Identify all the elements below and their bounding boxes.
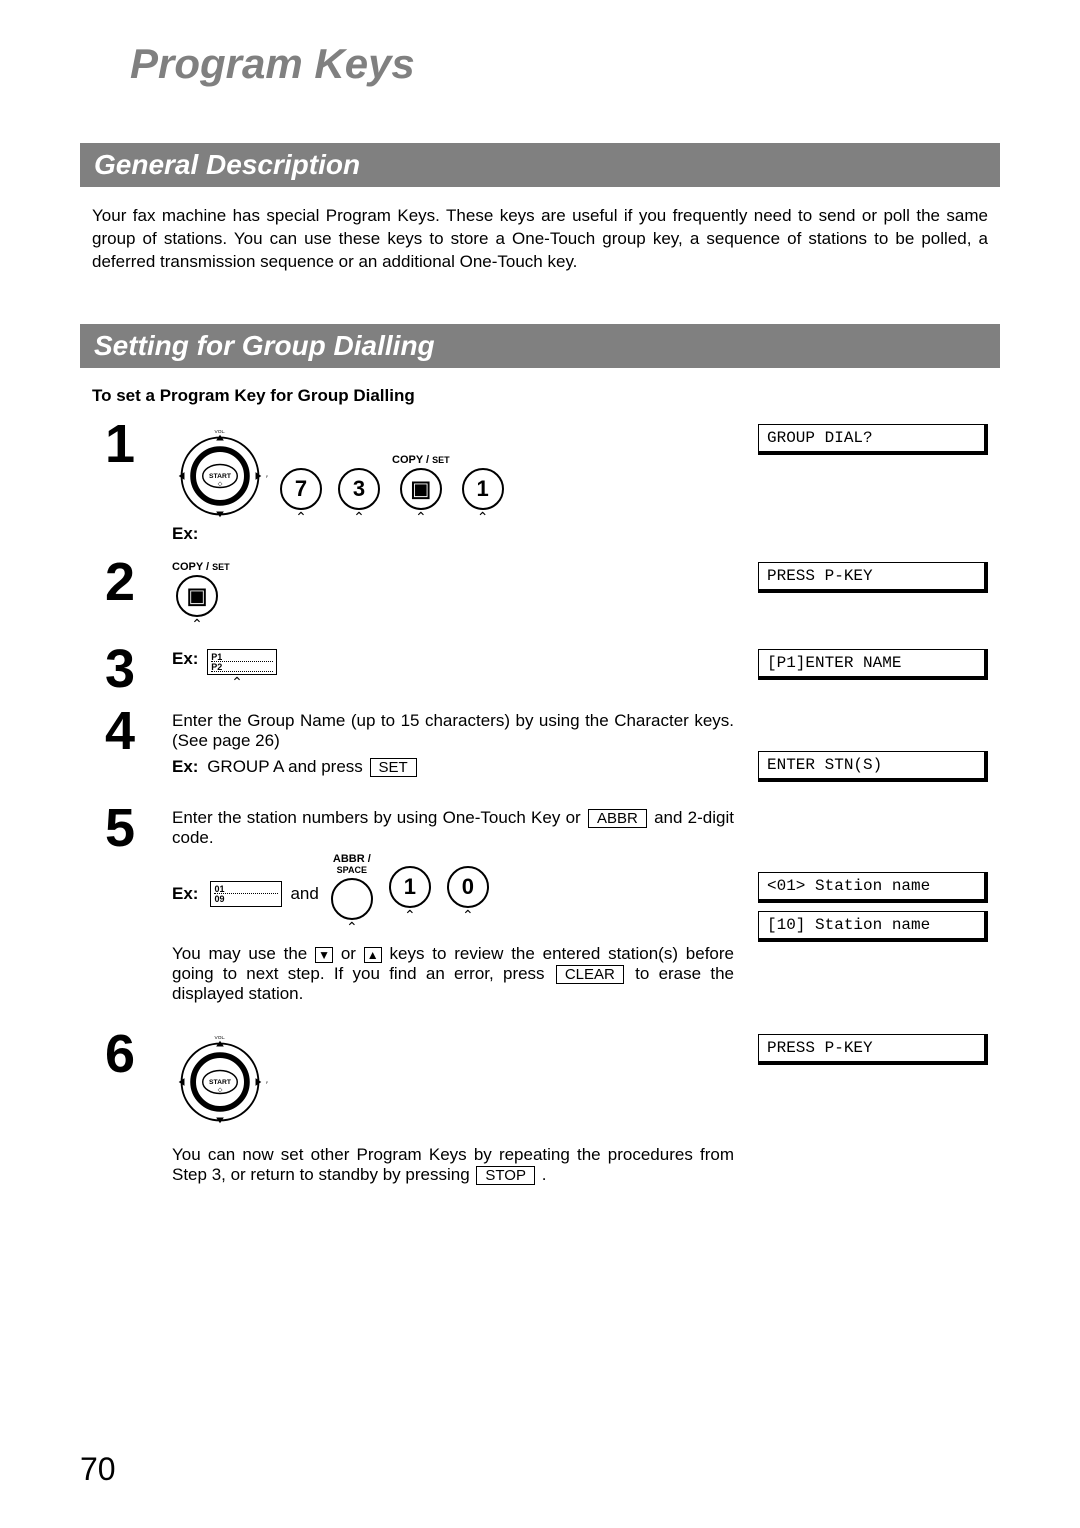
set-label: SET — [212, 562, 230, 572]
lcd-display-4: ENTER STN(S) — [758, 751, 988, 782]
key-1-group: 1 ⌃ — [385, 866, 435, 922]
abbr-box-label: ABBR — [588, 809, 647, 828]
svg-text:START: START — [209, 473, 232, 480]
step-3-number: 3 — [92, 645, 148, 694]
copy-set-key: ▣ — [176, 575, 218, 617]
key-0: 0 — [447, 866, 489, 908]
svg-text:VOL.: VOL. — [215, 1035, 226, 1041]
step-4-text1: Enter the Group Name (up to 15 character… — [172, 711, 734, 751]
press-icon: ⌃ — [477, 510, 489, 524]
copyset-key-group: COPY / SET ▣ ⌃ — [392, 455, 450, 524]
press-icon: ⌃ — [404, 908, 416, 922]
step-2: 2 COPY / SET ▣ ⌃ PRESS P-KEY — [92, 558, 988, 631]
p1-row: P1 — [211, 652, 273, 662]
lcd-display-5a: <01> Station name — [758, 872, 988, 903]
step-4-number: 4 — [92, 707, 148, 756]
svg-text:FUNCTION: FUNCTION — [266, 1081, 268, 1085]
lcd-display-1: GROUP DIAL? — [758, 424, 988, 455]
abbr-key — [331, 878, 373, 920]
section-group-dial-header: Setting for Group Dialling — [80, 324, 1000, 368]
step-5-text2a: You may use the — [172, 944, 315, 963]
copyset-key-group-2: ▣ ⌃ — [172, 575, 222, 631]
svg-text:VOL.: VOL. — [215, 429, 226, 435]
step-3: 3 Ex: P1 P2 ⌃ [P1]ENTER NAME — [92, 645, 988, 694]
svg-text:START: START — [209, 1079, 232, 1086]
lcd-display-6: PRESS P-KEY — [758, 1034, 988, 1065]
step-6: 6 START ◇ VOL. FUNCTION You can — [92, 1030, 988, 1191]
step-5-text1-pre: Enter the station numbers by using One-T… — [172, 808, 586, 827]
key-7-group: 7 ⌃ — [276, 468, 326, 524]
general-description-body: Your fax machine has special Program Key… — [80, 205, 1000, 274]
key-7: 7 — [280, 468, 322, 510]
svg-text:FUNCTION: FUNCTION — [266, 475, 268, 479]
step-4-body: Enter the Group Name (up to 15 character… — [172, 707, 734, 783]
step-5: 5 Enter the station numbers by using One… — [92, 804, 988, 1010]
press-icon: ⌃ — [415, 510, 427, 524]
ex-label: Ex: — [172, 884, 198, 904]
steps-container: 1 START ◇ VOL. FUNCTION — [80, 420, 1000, 1192]
press-icon: ⌃ — [191, 617, 203, 631]
abbr-key-group: ABBR /SPACE ⌃ — [327, 854, 377, 934]
page-title: Program Keys — [130, 40, 1000, 88]
key-1: 1 — [462, 468, 504, 510]
copy-label: COPY — [392, 454, 423, 466]
nav-dial-icon: START ◇ VOL. FUNCTION — [172, 428, 268, 524]
step-6-number: 6 — [92, 1030, 148, 1079]
lcd-display-2: PRESS P-KEY — [758, 562, 988, 593]
up-arrow-icon: ▲ — [364, 947, 382, 963]
ot-row-01: 01 — [214, 884, 278, 894]
group-dial-subhead: To set a Program Key for Group Dialling — [80, 386, 1000, 406]
key-0-group: 0 ⌃ — [443, 866, 493, 922]
program-keys-icon: P1 P2 — [207, 649, 277, 675]
svg-text:◇: ◇ — [218, 481, 223, 487]
step-4: 4 Enter the Group Name (up to 15 charact… — [92, 707, 988, 790]
step-5-text2b: or — [333, 944, 364, 963]
press-icon: ⌃ — [462, 908, 474, 922]
svg-text:◇: ◇ — [218, 1088, 223, 1094]
clear-box-label: CLEAR — [556, 965, 624, 984]
step-2-number: 2 — [92, 558, 148, 607]
step-3-body: Ex: P1 P2 ⌃ — [172, 645, 734, 689]
press-icon: ⌃ — [295, 510, 307, 524]
and-label: and — [290, 884, 318, 904]
step-2-body: COPY / SET ▣ ⌃ — [172, 558, 734, 631]
step-4-text2-mid: GROUP A and press — [202, 757, 367, 776]
ex-label: Ex: — [172, 757, 198, 776]
nav-dial-icon: START ◇ VOL. FUNCTION — [172, 1034, 268, 1130]
press-icon: ⌃ — [346, 920, 358, 934]
step-1-body: START ◇ VOL. FUNCTION 7 ⌃ 3 — [172, 420, 734, 544]
ot-row-09: 09 — [214, 894, 278, 904]
ex-label: Ex: — [172, 649, 198, 668]
down-arrow-icon: ▼ — [315, 947, 333, 963]
abbr-label: ABBR — [333, 853, 365, 865]
step-1: 1 START ◇ VOL. FUNCTION — [92, 420, 988, 544]
section-general-description-header: General Description — [80, 143, 1000, 187]
key-3-group: 3 ⌃ — [334, 468, 384, 524]
step-5-body: Enter the station numbers by using One-T… — [172, 804, 734, 1010]
copy-set-key: ▣ — [400, 468, 442, 510]
ex-label: Ex: — [172, 524, 198, 543]
p2-row: P2 — [211, 662, 273, 672]
step-5-number: 5 — [92, 804, 148, 853]
press-icon: ⌃ — [202, 675, 272, 689]
key-1-group: 1 ⌃ — [458, 468, 508, 524]
lcd-display-5b: [10] Station name — [758, 911, 988, 942]
step-6-text: You can now set other Program Keys by re… — [172, 1145, 734, 1184]
key-1: 1 — [389, 866, 431, 908]
stop-box-label: STOP — [476, 1166, 535, 1185]
space-label: SPACE — [337, 865, 367, 875]
set-label: SET — [432, 455, 450, 465]
key-3: 3 — [338, 468, 380, 510]
step-6-body: START ◇ VOL. FUNCTION You can now set ot… — [172, 1030, 734, 1191]
press-icon: ⌃ — [353, 510, 365, 524]
lcd-display-3: [P1]ENTER NAME — [758, 649, 988, 680]
copy-label: COPY — [172, 561, 203, 573]
step-1-number: 1 — [92, 420, 148, 469]
one-touch-keys-icon: 01 09 — [210, 881, 282, 907]
set-box-label: SET — [370, 758, 417, 777]
page-number: 70 — [80, 1451, 116, 1488]
